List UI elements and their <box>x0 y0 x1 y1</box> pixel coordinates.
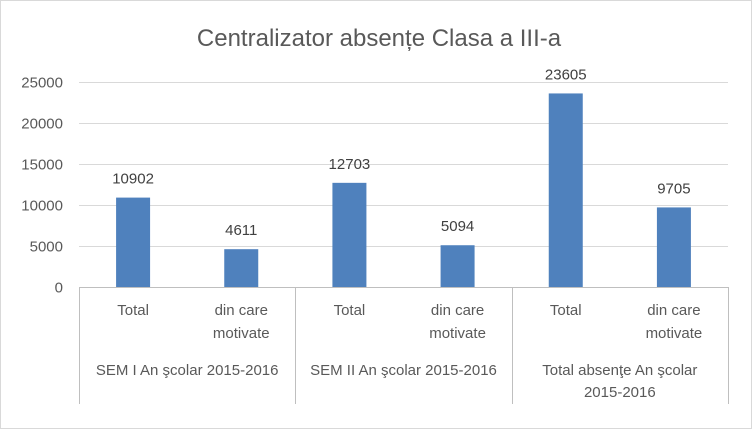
x-category-label: Total <box>334 302 366 319</box>
x-category-label: motivate <box>429 325 486 342</box>
bar <box>116 197 151 287</box>
x-category-label: din care <box>647 302 700 319</box>
x-category-label: din care <box>215 302 268 319</box>
x-category-label: motivate <box>646 325 703 342</box>
x-category-label: Total <box>550 302 582 319</box>
gridlines <box>79 82 728 247</box>
data-label: 9705 <box>657 180 690 197</box>
y-axis-ticks: 0 5000 10000 15000 20000 25000 <box>21 75 63 297</box>
data-label: 4611 <box>225 222 257 239</box>
x-category-label: Total <box>117 302 149 319</box>
y-tick-label: 20000 <box>21 116 63 133</box>
y-tick-label: 25000 <box>21 75 63 92</box>
x-group-label: 2015-2016 <box>584 384 656 401</box>
x-category-label: din care <box>431 302 484 319</box>
data-label: 12703 <box>329 156 371 173</box>
data-label: 5094 <box>441 218 474 235</box>
x-group-label: SEM II An şcolar 2015-2016 <box>310 362 497 379</box>
y-tick-label: 0 <box>55 280 63 297</box>
y-tick-label: 15000 <box>21 157 63 174</box>
bar <box>332 182 367 287</box>
data-labels: 10902 4611 12703 5094 23605 9705 <box>112 66 690 239</box>
bar <box>656 207 691 287</box>
bar <box>548 93 583 288</box>
bar <box>224 249 259 287</box>
x-axis: Total din care motivate Total din care motiva… <box>79 287 729 404</box>
data-label: 23605 <box>545 66 587 83</box>
chart-title: Centralizator absențe Clasa a III-a <box>197 25 562 52</box>
x-group-label: SEM I An şcolar 2015-2016 <box>96 362 279 379</box>
data-label: 10902 <box>112 171 154 188</box>
bar <box>440 245 475 287</box>
y-tick-label: 5000 <box>30 239 63 256</box>
y-tick-label: 10000 <box>21 198 63 215</box>
x-group-label: Total absenţe An şcolar <box>542 362 697 379</box>
x-category-label: motivate <box>213 325 270 342</box>
bars <box>116 93 691 288</box>
